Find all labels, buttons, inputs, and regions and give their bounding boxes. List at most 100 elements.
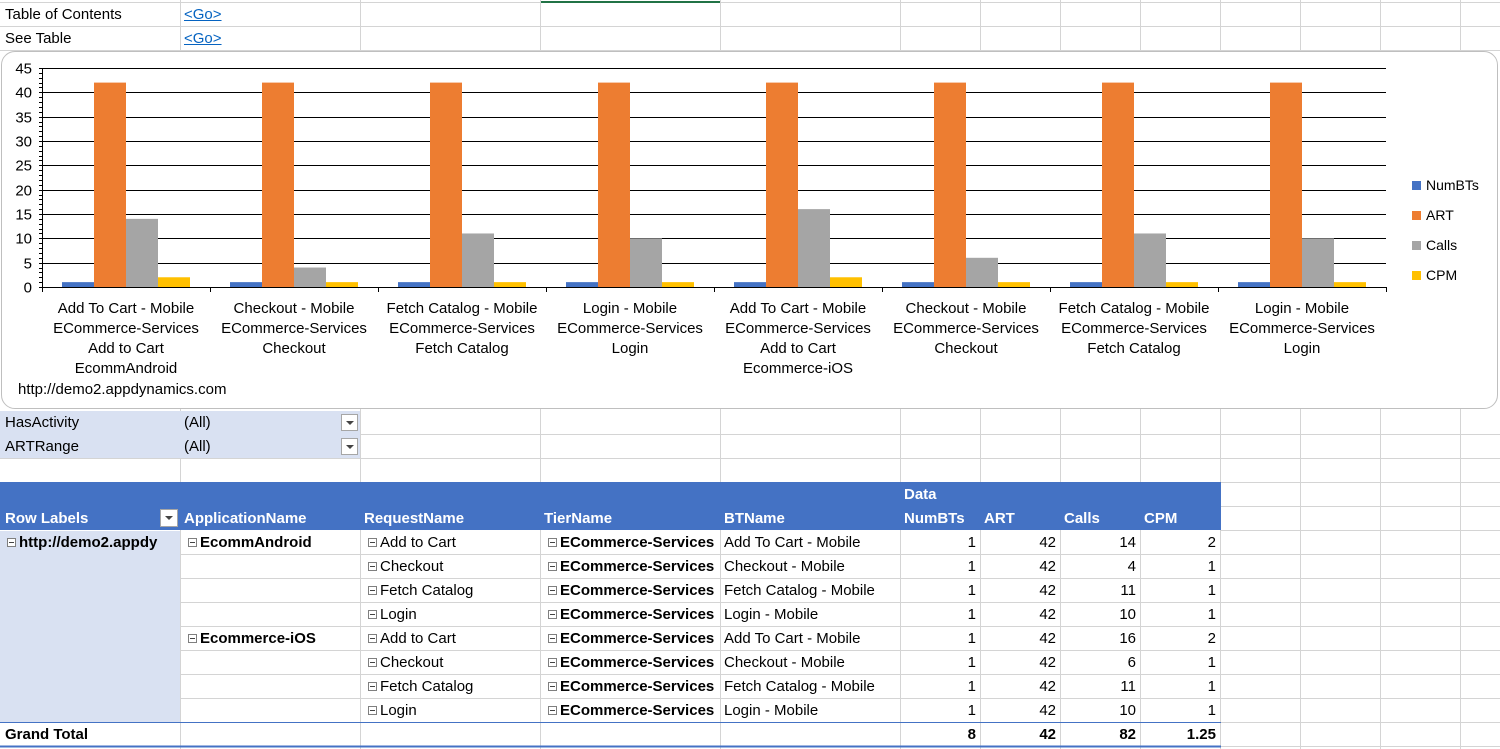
request-cell[interactable]: Add to Cart [368, 531, 538, 555]
legend-item-art: ART [1412, 205, 1454, 225]
legend-swatch [1412, 270, 1421, 280]
tier-cell[interactable]: ECommerce-Services [548, 651, 720, 675]
tier-cell-text: ECommerce-Services [560, 678, 715, 695]
request-cell[interactable]: Fetch Catalog [368, 579, 538, 603]
tier-cell[interactable]: ECommerce-Services [548, 579, 720, 603]
request-cell[interactable]: Login [368, 603, 538, 627]
collapse-icon[interactable] [368, 705, 377, 715]
tier-cell-text: ECommerce-Services [560, 606, 715, 623]
grand-total-art: 42 [1039, 726, 1056, 743]
tier-cell-text: ECommerce-Services [560, 702, 715, 719]
app-label-text: Ecommerce-iOS [200, 630, 316, 647]
app-label-android[interactable]: EcommAndroid [188, 531, 312, 555]
bt-name-cell: Fetch Catalog - Mobile [724, 582, 875, 599]
collapse-icon[interactable] [368, 681, 377, 691]
cpm-cell: 1 [1207, 654, 1216, 671]
filter-artrange-dropdown[interactable] [341, 438, 358, 455]
bt-name-cell: Add To Cart - Mobile [724, 534, 861, 551]
see-table-go-link[interactable]: <Go> [184, 30, 222, 47]
calls-cell: 10 [1119, 702, 1136, 719]
tier-cell[interactable]: ECommerce-Services [548, 699, 720, 723]
request-cell[interactable]: Add to Cart [368, 627, 538, 651]
filter-hasactivity-dropdown[interactable] [341, 414, 358, 431]
filter-area [0, 411, 360, 458]
collapse-icon[interactable] [548, 585, 557, 595]
numbts-cell: 1 [967, 654, 976, 671]
collapse-icon[interactable] [368, 609, 377, 619]
tier-cell-text: ECommerce-Services [560, 630, 715, 647]
bt-name-cell: Checkout - Mobile [724, 558, 845, 575]
numbts-cell: 1 [967, 630, 976, 647]
request-cell-text: Login [380, 606, 417, 623]
x-category-label: EcommAndroid [74, 360, 178, 377]
numbts-cell: 1 [967, 606, 976, 623]
calls-header: Calls [1064, 510, 1100, 527]
data-header: Data [904, 486, 937, 503]
request-cell-text: Fetch Catalog [380, 582, 474, 599]
row-labels-filter-button[interactable] [160, 509, 178, 527]
calls-cell: 11 [1120, 582, 1136, 599]
art-header: ART [984, 510, 1015, 527]
app-label-ios[interactable]: Ecommerce-iOS [188, 627, 316, 651]
collapse-icon[interactable] [7, 537, 16, 547]
collapse-icon[interactable] [368, 657, 377, 667]
collapse-icon[interactable] [188, 633, 197, 643]
x-category-label: Add To Cart - Mobile [729, 300, 867, 317]
row-label-server[interactable]: http://demo2.appdy [7, 531, 180, 555]
collapse-icon[interactable] [548, 681, 557, 691]
legend-item-numbts: NumBTs [1412, 175, 1479, 195]
tier-cell-text: ECommerce-Services [560, 534, 715, 551]
row-labels-header: Row Labels [5, 510, 89, 527]
art-cell: 42 [1039, 534, 1056, 551]
art-cell: 42 [1039, 630, 1056, 647]
x-category-label: ECommerce-Services [1061, 320, 1207, 337]
collapse-icon[interactable] [548, 537, 557, 547]
art-cell: 42 [1039, 558, 1056, 575]
collapse-icon[interactable] [548, 657, 557, 667]
x-category-label: Checkout [934, 340, 998, 357]
tier-cell[interactable]: ECommerce-Services [548, 531, 720, 555]
collapse-icon[interactable] [368, 585, 377, 595]
tier-cell[interactable]: ECommerce-Services [548, 603, 720, 627]
x-category-label: Checkout - Mobile [233, 300, 355, 317]
calls-cell: 14 [1119, 534, 1136, 551]
filter-artrange-label: ARTRange [5, 438, 79, 455]
collapse-icon[interactable] [548, 705, 557, 715]
tier-cell[interactable]: ECommerce-Services [548, 555, 720, 579]
legend-item-calls: Calls [1412, 235, 1457, 255]
row-label-server-text: http://demo2.appdy [19, 534, 158, 551]
filter-artrange-value: (All) [184, 438, 211, 455]
request-cell-text: Add to Cart [380, 534, 456, 551]
filter-hasactivity-value: (All) [184, 414, 211, 431]
cpm-cell: 2 [1207, 534, 1216, 551]
request-cell[interactable]: Checkout [368, 555, 538, 579]
collapse-icon[interactable] [368, 561, 377, 571]
cpm-cell: 1 [1207, 606, 1216, 623]
calls-cell: 4 [1127, 558, 1136, 575]
calls-cell: 11 [1120, 678, 1136, 695]
grand-total-label: Grand Total [5, 726, 89, 743]
bt-name-cell: Add To Cart - Mobile [724, 630, 861, 647]
collapse-icon[interactable] [548, 561, 557, 571]
chart-area[interactable] [1, 51, 1498, 409]
tier-cell[interactable]: ECommerce-Services [548, 675, 720, 699]
request-header: RequestName [364, 510, 465, 527]
filter-hasactivity-label: HasActivity [5, 414, 80, 431]
request-cell[interactable]: Fetch Catalog [368, 675, 538, 699]
art-cell: 42 [1039, 582, 1056, 599]
collapse-icon[interactable] [368, 537, 377, 547]
bt-name-cell: Checkout - Mobile [724, 654, 845, 671]
request-cell[interactable]: Login [368, 699, 538, 723]
request-cell[interactable]: Checkout [368, 651, 538, 675]
x-category-label: Checkout - Mobile [905, 300, 1027, 317]
collapse-icon[interactable] [188, 537, 197, 547]
toc-go-link[interactable]: <Go> [184, 6, 222, 23]
x-category-label: Login - Mobile [1254, 300, 1350, 317]
tier-cell[interactable]: ECommerce-Services [548, 627, 720, 651]
grand-total-calls: 82 [1119, 726, 1136, 743]
collapse-icon[interactable] [548, 609, 557, 619]
application-header: ApplicationName [184, 510, 307, 527]
collapse-icon[interactable] [548, 633, 557, 643]
collapse-icon[interactable] [368, 633, 377, 643]
tier-cell-text: ECommerce-Services [560, 582, 715, 599]
